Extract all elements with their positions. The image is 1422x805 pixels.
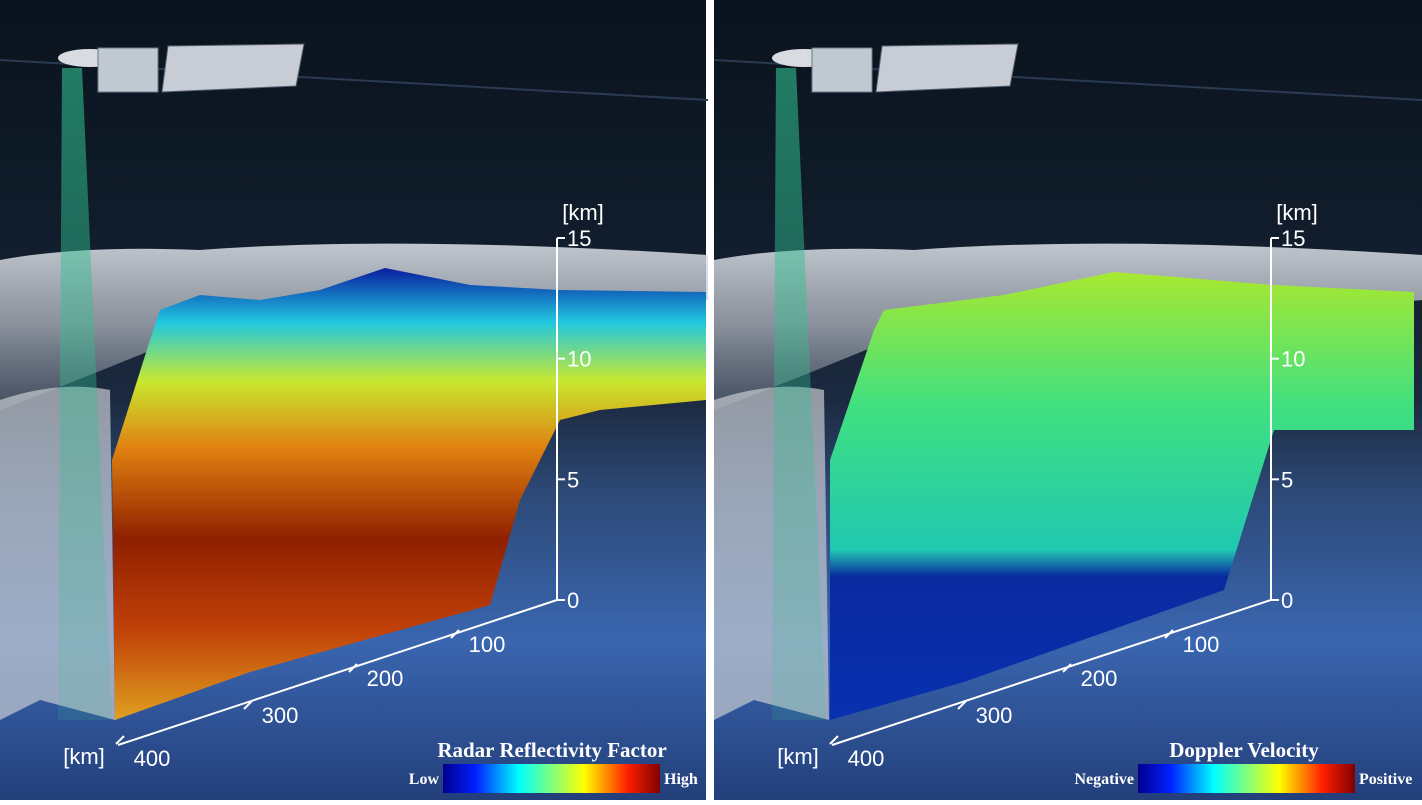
distance-tick-label: 200	[367, 666, 404, 691]
distance-tick-label: 400	[848, 746, 885, 771]
distance-axis	[117, 599, 558, 746]
distance-tick	[115, 735, 125, 745]
distance-tick-label: 300	[262, 703, 299, 728]
height-tick-label: 5	[567, 467, 579, 492]
distance-tick	[1164, 629, 1174, 639]
solar-panel	[161, 43, 305, 93]
distance-tick	[957, 700, 967, 710]
legend-low: Low	[409, 771, 440, 788]
distance-tick	[243, 700, 253, 710]
legend-high: Positive	[1359, 771, 1412, 788]
cloud-layer	[0, 243, 708, 410]
distance-tick-label: 200	[1081, 666, 1118, 691]
legend-high: High	[664, 771, 698, 788]
height-tick-label: 15	[567, 226, 591, 251]
beam	[58, 68, 112, 720]
unit-label: [km]	[562, 200, 604, 225]
distance-tick-label: 400	[134, 746, 171, 771]
beam	[772, 68, 826, 720]
unit-label: [km]	[777, 744, 819, 769]
distance-axis	[831, 599, 1272, 746]
distance-tick	[1062, 663, 1072, 673]
distance-tick-label: 100	[469, 632, 506, 657]
distance-tick-label: 100	[1183, 632, 1220, 657]
height-tick-label: 0	[567, 588, 579, 613]
colorbar	[443, 764, 660, 793]
legend-title: Doppler Velocity	[1169, 738, 1319, 762]
height-tick-label: 5	[1281, 467, 1293, 492]
height-tick-label: 10	[567, 347, 591, 372]
colorbar	[1138, 764, 1355, 793]
radar-curtain	[830, 272, 1414, 720]
height-tick-label: 15	[1281, 226, 1305, 251]
satellite-body	[811, 47, 873, 93]
height-tick-label: 0	[1281, 588, 1293, 613]
distance-tick	[829, 735, 839, 745]
height-tick-label: 10	[1281, 347, 1305, 372]
unit-label: [km]	[63, 744, 105, 769]
distance-tick	[348, 663, 358, 673]
divider	[706, 0, 714, 800]
unit-label: [km]	[1276, 200, 1318, 225]
legend-title: Radar Reflectivity Factor	[437, 738, 666, 762]
distance-tick-label: 300	[976, 703, 1013, 728]
solar-panel	[875, 43, 1019, 93]
distance-tick	[450, 629, 460, 639]
satellite-body	[97, 47, 159, 93]
legend-low: Negative	[1074, 771, 1134, 788]
